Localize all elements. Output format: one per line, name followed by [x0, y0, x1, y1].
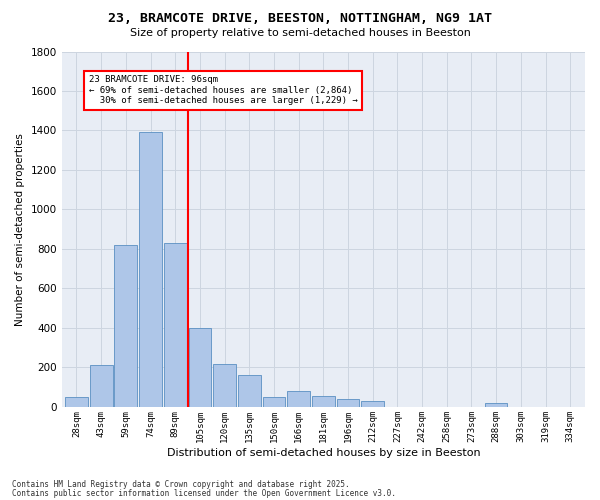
Bar: [312, 396, 335, 407]
Bar: [164, 243, 187, 407]
X-axis label: Distribution of semi-detached houses by size in Beeston: Distribution of semi-detached houses by …: [167, 448, 480, 458]
Bar: [90, 366, 113, 407]
Bar: [115, 245, 137, 407]
Bar: [65, 397, 88, 407]
Bar: [238, 376, 260, 407]
Text: Contains public sector information licensed under the Open Government Licence v3: Contains public sector information licen…: [12, 488, 396, 498]
Bar: [485, 403, 508, 407]
Bar: [263, 397, 286, 407]
Bar: [287, 391, 310, 407]
Text: 23 BRAMCOTE DRIVE: 96sqm
← 69% of semi-detached houses are smaller (2,864)
  30%: 23 BRAMCOTE DRIVE: 96sqm ← 69% of semi-d…: [89, 75, 358, 105]
Y-axis label: Number of semi-detached properties: Number of semi-detached properties: [15, 133, 25, 326]
Bar: [139, 132, 162, 407]
Text: Contains HM Land Registry data © Crown copyright and database right 2025.: Contains HM Land Registry data © Crown c…: [12, 480, 350, 489]
Text: Size of property relative to semi-detached houses in Beeston: Size of property relative to semi-detach…: [130, 28, 470, 38]
Bar: [361, 401, 384, 407]
Bar: [337, 399, 359, 407]
Bar: [188, 328, 211, 407]
Text: 23, BRAMCOTE DRIVE, BEESTON, NOTTINGHAM, NG9 1AT: 23, BRAMCOTE DRIVE, BEESTON, NOTTINGHAM,…: [108, 12, 492, 26]
Bar: [213, 364, 236, 407]
